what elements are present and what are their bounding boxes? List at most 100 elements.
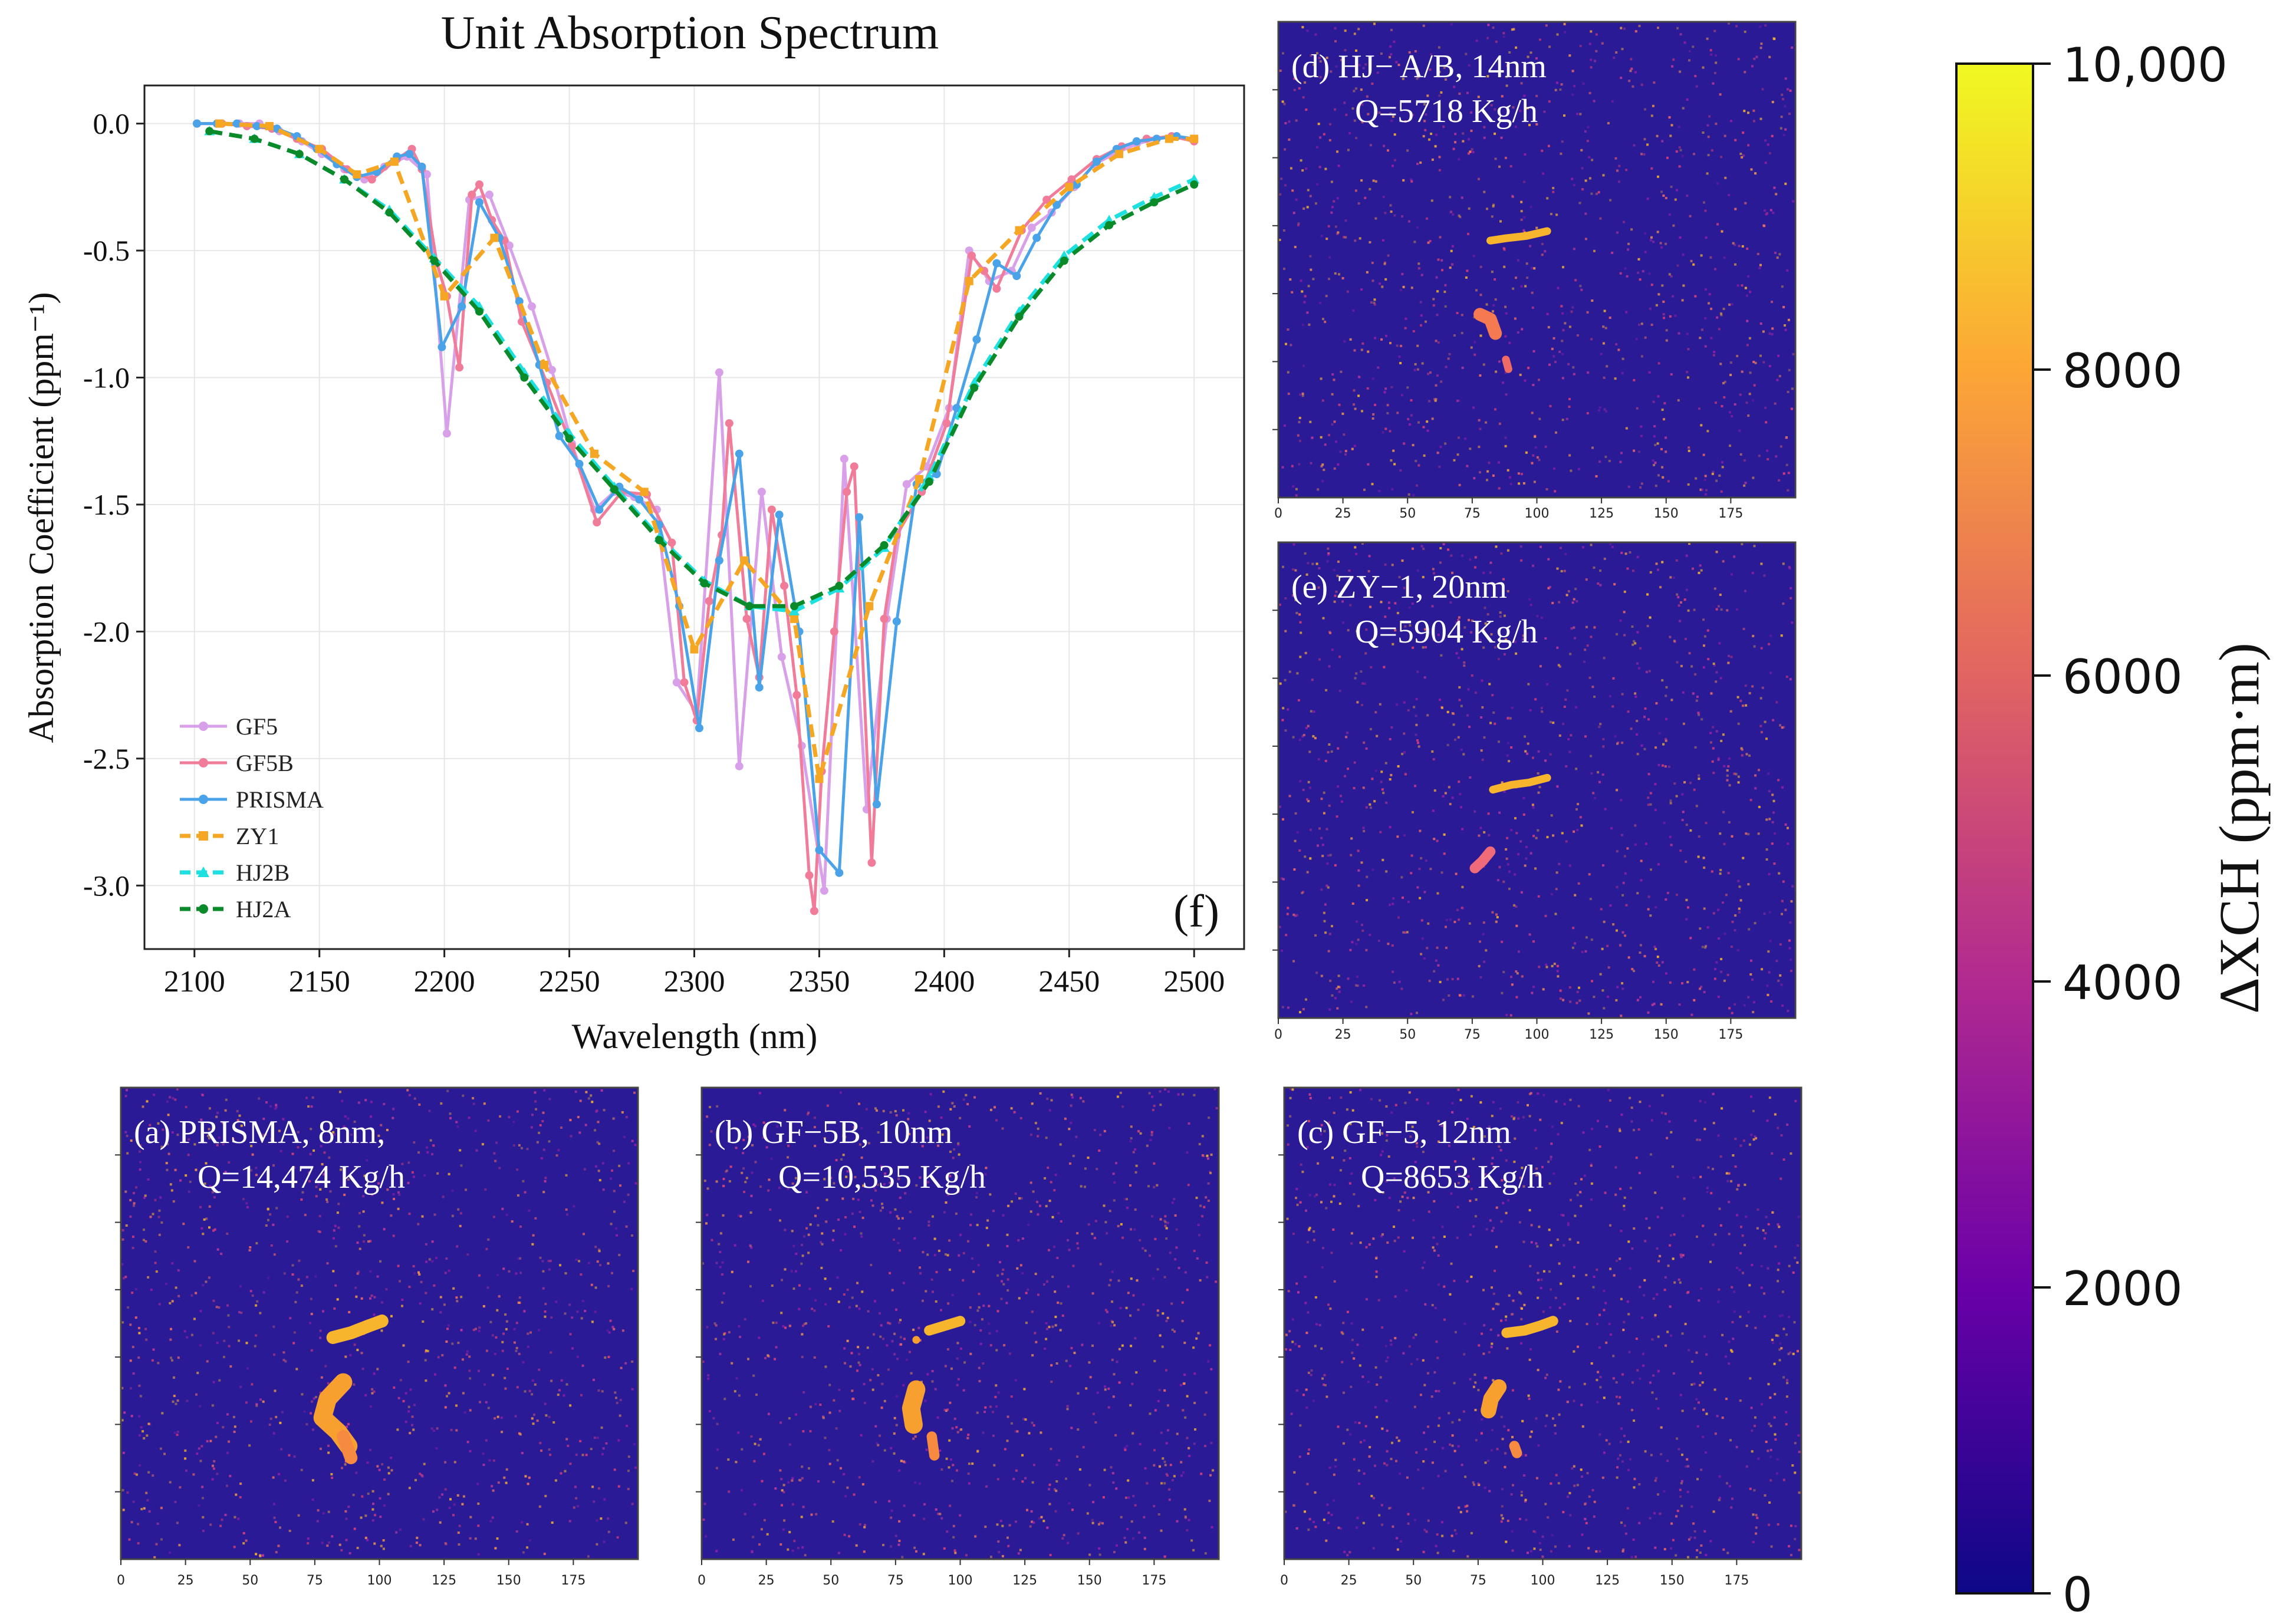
noise-pixel [1616, 633, 1619, 635]
noise-pixel [1414, 363, 1417, 365]
noise-pixel [1419, 897, 1422, 900]
data-point-hj2a [475, 307, 483, 316]
noise-pixel [1675, 893, 1678, 896]
noise-pixel [1387, 601, 1390, 604]
noise-pixel [397, 1396, 400, 1399]
noise-pixel [503, 1476, 506, 1479]
noise-pixel [1305, 998, 1307, 1001]
noise-pixel [1767, 772, 1770, 775]
noise-pixel [1080, 1185, 1083, 1188]
noise-pixel [1496, 916, 1499, 918]
noise-pixel [597, 1487, 600, 1490]
noise-pixel [821, 1243, 824, 1246]
noise-pixel [728, 1331, 731, 1334]
noise-pixel [576, 1310, 579, 1313]
noise-pixel [1713, 29, 1716, 32]
noise-pixel [1502, 32, 1505, 35]
noise-pixel [1408, 606, 1411, 609]
noise-pixel [142, 1105, 144, 1108]
noise-pixel [407, 1361, 410, 1363]
noise-pixel [1720, 608, 1723, 611]
noise-pixel [1177, 1093, 1180, 1096]
noise-pixel [973, 1096, 976, 1099]
noise-pixel [1113, 1324, 1116, 1327]
noise-pixel [1299, 780, 1302, 783]
noise-pixel [198, 1504, 200, 1507]
noise-pixel [412, 1428, 415, 1431]
noise-pixel [1468, 726, 1471, 728]
noise-pixel [1549, 753, 1552, 756]
noise-pixel [450, 1428, 453, 1431]
noise-pixel [1647, 773, 1650, 776]
noise-pixel [225, 1098, 228, 1101]
noise-pixel [536, 1419, 539, 1422]
noise-pixel [1390, 726, 1393, 729]
noise-pixel [288, 1530, 291, 1532]
noise-pixel [1663, 402, 1666, 405]
noise-pixel [563, 1394, 565, 1397]
noise-pixel [1692, 567, 1694, 570]
noise-pixel [1788, 368, 1791, 371]
noise-pixel [1454, 738, 1456, 741]
noise-pixel [1106, 1232, 1108, 1235]
noise-pixel [369, 1270, 372, 1273]
noise-pixel [1475, 39, 1478, 42]
noise-pixel [329, 1190, 332, 1193]
noise-pixel [1135, 1371, 1138, 1374]
noise-pixel [1132, 1494, 1135, 1497]
heatmap-x-tick-label: 50 [1399, 506, 1416, 521]
noise-pixel [1129, 1140, 1132, 1143]
noise-pixel [971, 1462, 974, 1465]
noise-pixel [1556, 567, 1559, 570]
noise-pixel [951, 1427, 954, 1429]
noise-pixel [1520, 82, 1523, 85]
noise-pixel [988, 1322, 991, 1325]
noise-pixel [532, 1234, 535, 1237]
noise-pixel [1400, 344, 1403, 347]
noise-pixel [169, 1481, 172, 1484]
noise-pixel [1328, 1008, 1331, 1011]
noise-pixel [366, 1159, 369, 1162]
noise-pixel [893, 1353, 896, 1356]
noise-pixel [1198, 1143, 1201, 1145]
noise-pixel [387, 1493, 390, 1495]
noise-pixel [1153, 1360, 1156, 1362]
heatmap-x-tick-label: 0 [117, 1573, 125, 1588]
noise-pixel [757, 1444, 760, 1447]
noise-pixel [1754, 922, 1756, 925]
noise-pixel [255, 1404, 258, 1407]
noise-pixel [255, 1334, 258, 1337]
noise-pixel [1700, 488, 1703, 491]
noise-pixel [1556, 785, 1559, 788]
noise-pixel [1776, 378, 1779, 381]
noise-pixel [167, 1152, 170, 1155]
noise-pixel [319, 1329, 322, 1332]
noise-pixel [393, 1386, 396, 1389]
noise-pixel [1479, 471, 1481, 474]
noise-pixel [852, 1398, 855, 1401]
noise-pixel [787, 1481, 790, 1484]
noise-pixel [1486, 479, 1488, 482]
noise-pixel [1356, 630, 1358, 633]
noise-pixel [901, 1556, 904, 1559]
noise-pixel [504, 1313, 507, 1316]
noise-pixel [603, 1540, 606, 1543]
noise-pixel [1537, 772, 1540, 775]
noise-pixel [1473, 341, 1476, 344]
noise-pixel [1758, 266, 1761, 269]
noise-pixel [1163, 1482, 1166, 1485]
noise-pixel [1433, 572, 1436, 575]
noise-pixel [1679, 33, 1682, 36]
noise-pixel [1374, 403, 1377, 406]
data-point-zy1 [490, 233, 499, 242]
noise-pixel [494, 1417, 496, 1420]
noise-pixel [126, 1152, 129, 1155]
noise-pixel [1203, 1413, 1206, 1416]
noise-pixel [1535, 1417, 1538, 1420]
noise-pixel [1356, 976, 1358, 978]
noise-pixel [753, 1460, 756, 1462]
spectrum-y-tick-label: 0.0 [93, 107, 130, 140]
noise-pixel [1515, 652, 1518, 655]
noise-pixel [407, 1161, 410, 1164]
noise-pixel [1497, 658, 1500, 661]
